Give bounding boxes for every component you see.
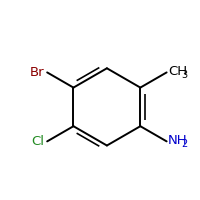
Text: Cl: Cl xyxy=(31,135,44,148)
Text: NH: NH xyxy=(168,134,188,147)
Text: 2: 2 xyxy=(181,139,187,149)
Text: CH: CH xyxy=(168,65,187,78)
Text: Br: Br xyxy=(30,66,44,79)
Text: 3: 3 xyxy=(181,70,187,80)
